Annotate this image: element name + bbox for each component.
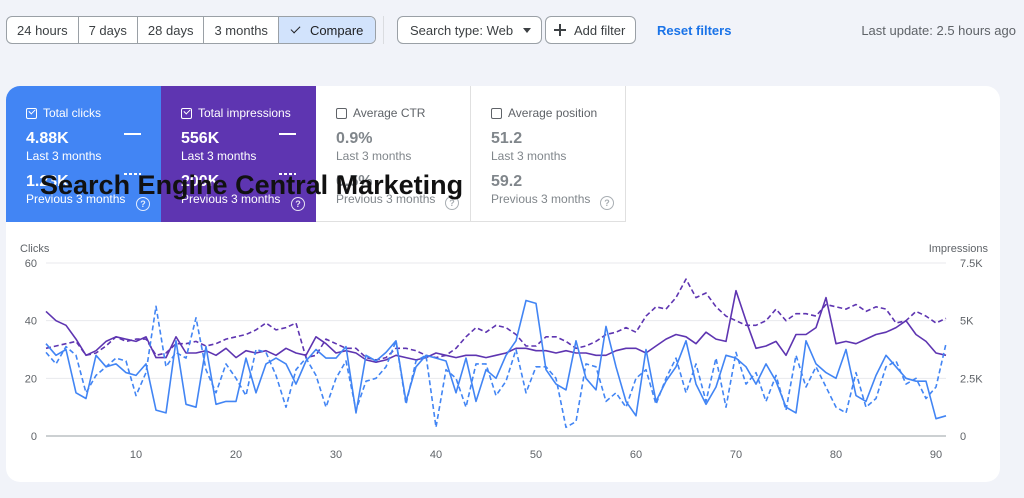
y-tick-label-right: 7.5K bbox=[960, 258, 983, 270]
y-tick-label-left: 0 bbox=[31, 431, 37, 443]
checkbox-unchecked-icon[interactable] bbox=[491, 107, 502, 119]
metric-label: Average CTR bbox=[353, 106, 426, 120]
caret-down-icon bbox=[523, 27, 532, 33]
solid-line-legend-icon bbox=[124, 133, 141, 135]
series-line bbox=[45, 299, 947, 420]
metric-compare-period: Previous 3 months bbox=[491, 192, 591, 206]
range-28-days-button[interactable]: 28 days bbox=[138, 17, 205, 43]
dashed-line-legend-icon bbox=[124, 173, 141, 175]
metric-tile-average-position[interactable]: Average position 51.2 Last 3 months 59.2… bbox=[471, 86, 626, 222]
metric-compare-value: 1.23K bbox=[26, 173, 69, 190]
help-icon[interactable]: ? bbox=[136, 197, 150, 211]
metric-value: 556K bbox=[181, 130, 220, 147]
metric-compare-period: Previous 3 months bbox=[26, 192, 126, 206]
metric-value: 4.88K bbox=[26, 130, 69, 147]
add-filter-button[interactable]: Add filter bbox=[545, 16, 637, 44]
series-line bbox=[45, 278, 947, 361]
check-icon bbox=[290, 23, 301, 34]
help-icon[interactable]: ? bbox=[600, 196, 614, 210]
metric-tile-total-impressions[interactable]: Total impressions 556K Last 3 months 200… bbox=[161, 86, 316, 222]
checkbox-checked-icon[interactable] bbox=[26, 107, 37, 119]
toolbar: 24 hours 7 days 28 days 3 months Compare… bbox=[0, 0, 1024, 60]
metric-compare-value: 59.2 bbox=[491, 173, 523, 190]
reset-filters-link[interactable]: Reset filters bbox=[657, 23, 732, 38]
dashed-line-legend-icon bbox=[279, 173, 296, 175]
toolbar-divider bbox=[383, 16, 384, 44]
metric-value: 51.2 bbox=[491, 130, 523, 147]
search-type-dropdown[interactable]: Search type: Web bbox=[397, 16, 543, 44]
x-tick-label: 10 bbox=[130, 449, 142, 461]
metric-label: Total impressions bbox=[198, 106, 291, 120]
last-update-text: Last update: 2.5 hours ago bbox=[861, 23, 1016, 38]
y-tick-label-left: 40 bbox=[25, 316, 37, 328]
y-axis-label-left: Clicks bbox=[20, 243, 50, 255]
series-line bbox=[45, 289, 947, 363]
overlay-title: Search Engine Central Marketing bbox=[40, 170, 464, 200]
x-tick-label: 70 bbox=[730, 449, 742, 461]
y-tick-label-right: 2.5K bbox=[960, 373, 983, 385]
x-tick-label: 30 bbox=[330, 449, 342, 461]
x-tick-label: 60 bbox=[630, 449, 642, 461]
metric-period: Last 3 months bbox=[26, 149, 102, 163]
solid-line-legend-icon bbox=[279, 133, 296, 135]
help-icon[interactable]: ? bbox=[445, 196, 459, 210]
metric-compare-period: Previous 3 months bbox=[181, 192, 281, 206]
metric-compare-value: 200K bbox=[181, 173, 220, 190]
compare-label: Compare bbox=[309, 22, 364, 38]
performance-card: Total clicks 4.88K Last 3 months 1.23K P… bbox=[6, 86, 1000, 482]
series-line bbox=[45, 305, 947, 429]
x-tick-label: 50 bbox=[530, 449, 542, 461]
date-range-selector: 24 hours 7 days 28 days 3 months Compare bbox=[6, 16, 377, 44]
plus-icon bbox=[554, 24, 566, 36]
x-tick-label: 20 bbox=[230, 449, 242, 461]
metric-period: Last 3 months bbox=[336, 149, 412, 163]
search-type-label: Search type: Web bbox=[410, 22, 514, 38]
x-tick-label: 80 bbox=[830, 449, 842, 461]
performance-chart[interactable]: Clicks Impressions 0 0 20 2.5K 40 5K 60 7.5K 10 20 3… bbox=[6, 236, 1000, 482]
x-tick-label: 40 bbox=[430, 449, 442, 461]
compare-button[interactable]: Compare bbox=[278, 17, 376, 43]
x-tick-label: 90 bbox=[930, 449, 942, 461]
metric-label: Total clicks bbox=[43, 106, 102, 120]
range-24-hours-button[interactable]: 24 hours bbox=[7, 17, 79, 43]
help-icon[interactable]: ? bbox=[291, 197, 305, 211]
metric-compare-value: 0.5% bbox=[336, 173, 373, 190]
checkbox-unchecked-icon[interactable] bbox=[336, 107, 347, 119]
metric-label: Average position bbox=[508, 106, 598, 120]
metric-value: 0.9% bbox=[336, 130, 373, 147]
y-axis-label-right: Impressions bbox=[929, 243, 989, 255]
metric-compare-period: Previous 3 months bbox=[336, 192, 436, 206]
checkbox-checked-icon[interactable] bbox=[181, 107, 192, 119]
metric-tiles: Total clicks 4.88K Last 3 months 1.23K P… bbox=[6, 86, 626, 222]
add-filter-label: Add filter bbox=[574, 22, 626, 38]
metric-tile-total-clicks[interactable]: Total clicks 4.88K Last 3 months 1.23K P… bbox=[6, 86, 161, 222]
y-tick-label-right: 5K bbox=[960, 316, 974, 328]
range-3-months-button[interactable]: 3 months bbox=[204, 17, 279, 43]
metric-tile-average-ctr[interactable]: Average CTR 0.9% Last 3 months 0.5% Prev… bbox=[316, 86, 471, 222]
metric-period: Last 3 months bbox=[491, 149, 567, 163]
range-7-days-button[interactable]: 7 days bbox=[79, 17, 138, 43]
y-tick-label-left: 20 bbox=[25, 373, 37, 385]
metric-period: Last 3 months bbox=[181, 149, 257, 163]
y-tick-label-right: 0 bbox=[960, 431, 966, 443]
y-tick-label-left: 60 bbox=[25, 258, 37, 270]
